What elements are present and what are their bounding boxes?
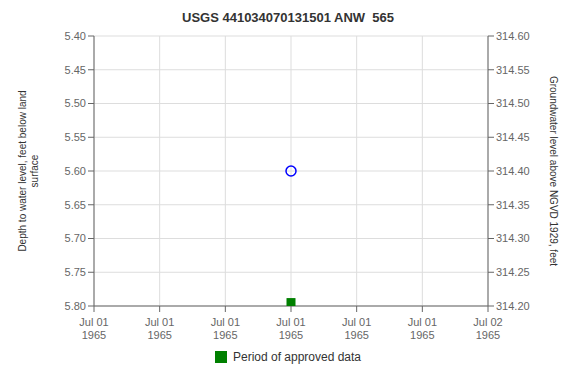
svg-text:Jul 011965: Jul 011965 <box>342 316 371 341</box>
svg-text:314.30: 314.30 <box>496 232 530 244</box>
svg-text:Groundwater level above NGVD 1: Groundwater level above NGVD 1929, feet <box>548 76 559 266</box>
svg-text:5.70: 5.70 <box>65 232 86 244</box>
svg-text:Jul 011965: Jul 011965 <box>276 316 305 341</box>
svg-text:314.40: 314.40 <box>496 165 530 177</box>
html-text:USGS 441034070131501 ANW 565: USGS 441034070131501 ANW 565 <box>182 10 394 25</box>
svg-text:314.60: 314.60 <box>496 30 530 42</box>
svg-text:314.55: 314.55 <box>496 64 530 76</box>
svg-text:Jul 011965: Jul 011965 <box>145 316 174 341</box>
svg-text:5.45: 5.45 <box>65 64 86 76</box>
svg-text:Jul 021965: Jul 021965 <box>473 316 502 341</box>
svg-text:Jul 011965: Jul 011965 <box>211 316 240 341</box>
svg-text:5.65: 5.65 <box>65 199 86 211</box>
svg-text:5.40: 5.40 <box>65 30 86 42</box>
svg-text:314.50: 314.50 <box>496 97 530 109</box>
svg-text:Jul 011965: Jul 011965 <box>79 316 108 341</box>
svg-text:Jul 011965: Jul 011965 <box>408 316 437 341</box>
svg-text:314.45: 314.45 <box>496 131 530 143</box>
svg-text:Depth to water level, feet bel: Depth to water level, feet below landsur… <box>17 90 40 251</box>
svg-text:5.80: 5.80 <box>65 300 86 312</box>
html-text:Period of approved data: Period of approved data <box>233 350 361 364</box>
svg-text:5.55: 5.55 <box>65 131 86 143</box>
svg-text:5.60: 5.60 <box>65 165 86 177</box>
svg-text:314.20: 314.20 <box>496 300 530 312</box>
svg-text:314.35: 314.35 <box>496 199 530 211</box>
svg-text:5.75: 5.75 <box>65 266 86 278</box>
svg-text:5.50: 5.50 <box>65 97 86 109</box>
svg-text:314.25: 314.25 <box>496 266 530 278</box>
